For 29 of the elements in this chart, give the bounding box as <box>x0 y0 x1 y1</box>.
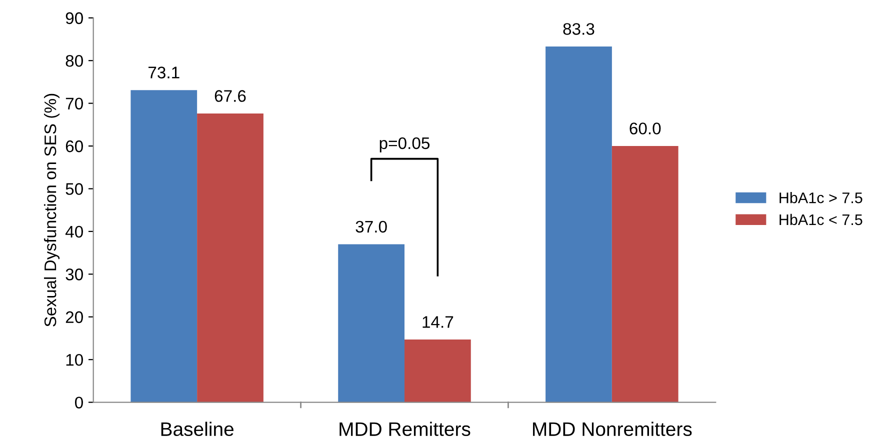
bar <box>612 146 678 402</box>
x-tick-label: Baseline <box>161 422 234 436</box>
bar <box>338 244 404 402</box>
y-tick-label: 60 <box>66 140 83 152</box>
data-label: 14.7 <box>422 316 454 328</box>
y-tick-label: 50 <box>66 183 83 195</box>
y-tick-label: 70 <box>66 98 83 110</box>
x-tick-label: MDD Nonremitters <box>533 422 692 436</box>
data-label: 73.1 <box>148 66 180 78</box>
y-tick-label: 30 <box>66 268 83 280</box>
legend-label: HbA1c > 7.5 <box>780 192 862 204</box>
y-tick-label: 80 <box>66 54 83 67</box>
legend-label: HbA1c < 7.5 <box>780 214 862 226</box>
data-label: 37.0 <box>356 220 387 233</box>
annotation: p=0.05 <box>380 137 430 152</box>
bar <box>197 114 264 402</box>
x-tick-label: MDD Remitters <box>340 422 470 436</box>
bar <box>130 90 198 402</box>
bar <box>404 340 471 402</box>
data-label: 83.3 <box>563 23 594 35</box>
y-tick-label: 0 <box>75 396 83 409</box>
y-tick-label: 40 <box>65 226 83 238</box>
data-label: 67.6 <box>214 90 246 102</box>
y-tick-label: 10 <box>66 354 83 366</box>
y-tick-label: 20 <box>66 311 83 324</box>
y-axis-title: Sexual Dysfunction on SES (%) <box>44 94 60 327</box>
y-tick-label: 90 <box>66 12 83 24</box>
data-label: 60.0 <box>630 122 661 134</box>
bar <box>546 46 612 402</box>
